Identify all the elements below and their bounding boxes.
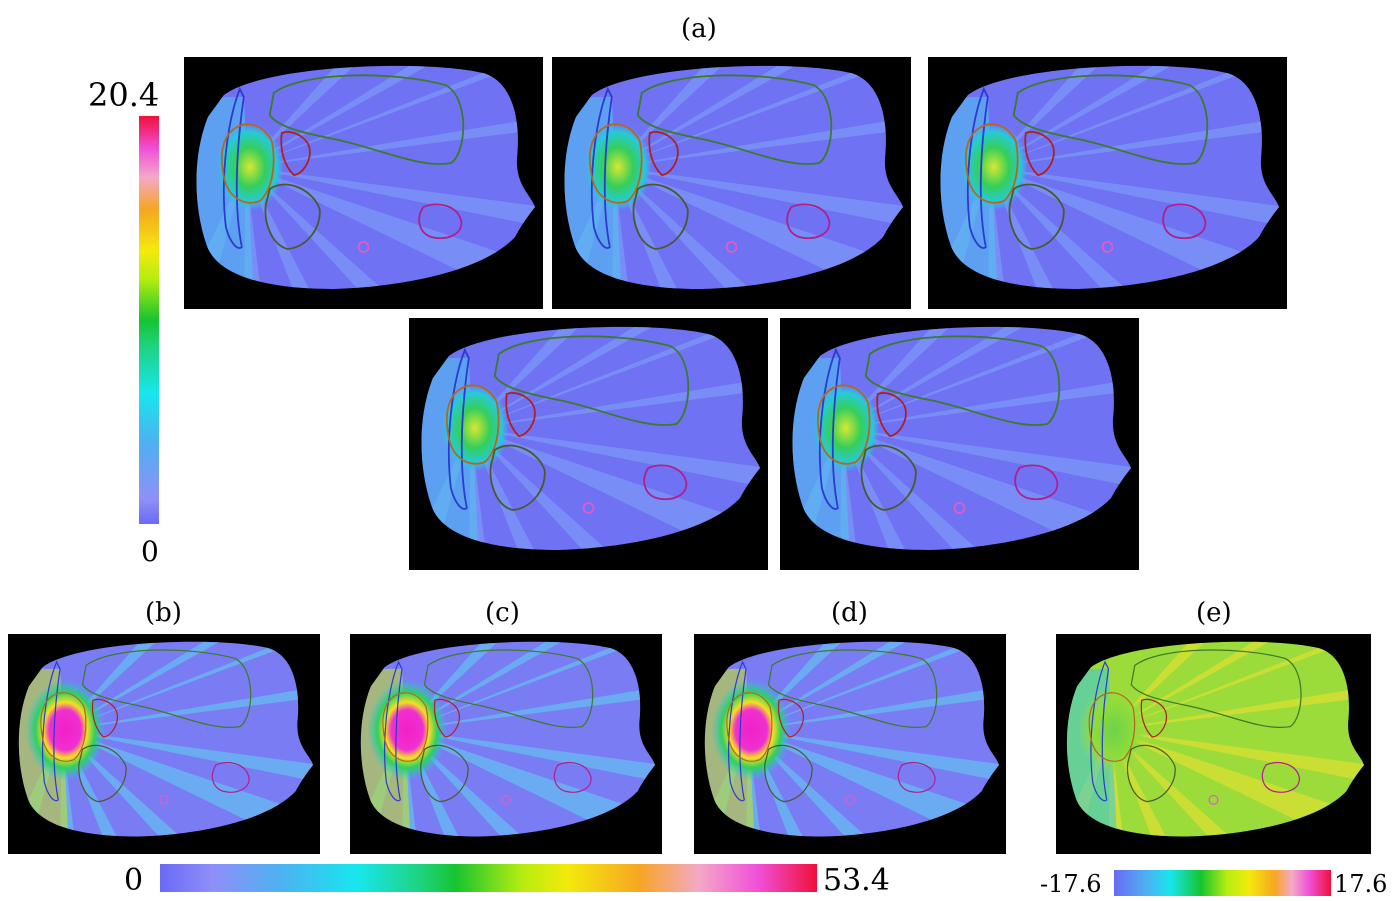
dose-map-c — [350, 634, 662, 854]
difference-colorbar-min: -17.6 — [1040, 870, 1102, 898]
label-a: (a) — [681, 14, 717, 44]
dose-difference-map-e — [1056, 634, 1371, 854]
label-d: (d) — [831, 598, 868, 628]
dose-map-d — [694, 634, 1006, 854]
horizontal-colorbar-max: 53.4 — [823, 863, 890, 898]
label-b: (b) — [145, 598, 182, 628]
label-e: (e) — [1196, 598, 1232, 628]
dose-map-a2 — [552, 57, 911, 309]
dose-map-b — [8, 634, 320, 854]
dose-map-a3 — [928, 57, 1287, 309]
horizontal-colorbar — [160, 864, 817, 892]
dose-map-a4 — [409, 318, 768, 570]
difference-colorbar — [1114, 870, 1331, 896]
vertical-colorbar — [139, 116, 159, 524]
vertical-colorbar-min: 0 — [141, 535, 159, 568]
difference-colorbar-max: 17.6 — [1334, 870, 1388, 898]
dose-map-a1 — [184, 57, 543, 309]
label-c: (c) — [485, 598, 520, 628]
vertical-colorbar-max: 20.4 — [88, 76, 160, 114]
dose-map-a5 — [780, 318, 1139, 570]
horizontal-colorbar-min: 0 — [124, 863, 144, 898]
